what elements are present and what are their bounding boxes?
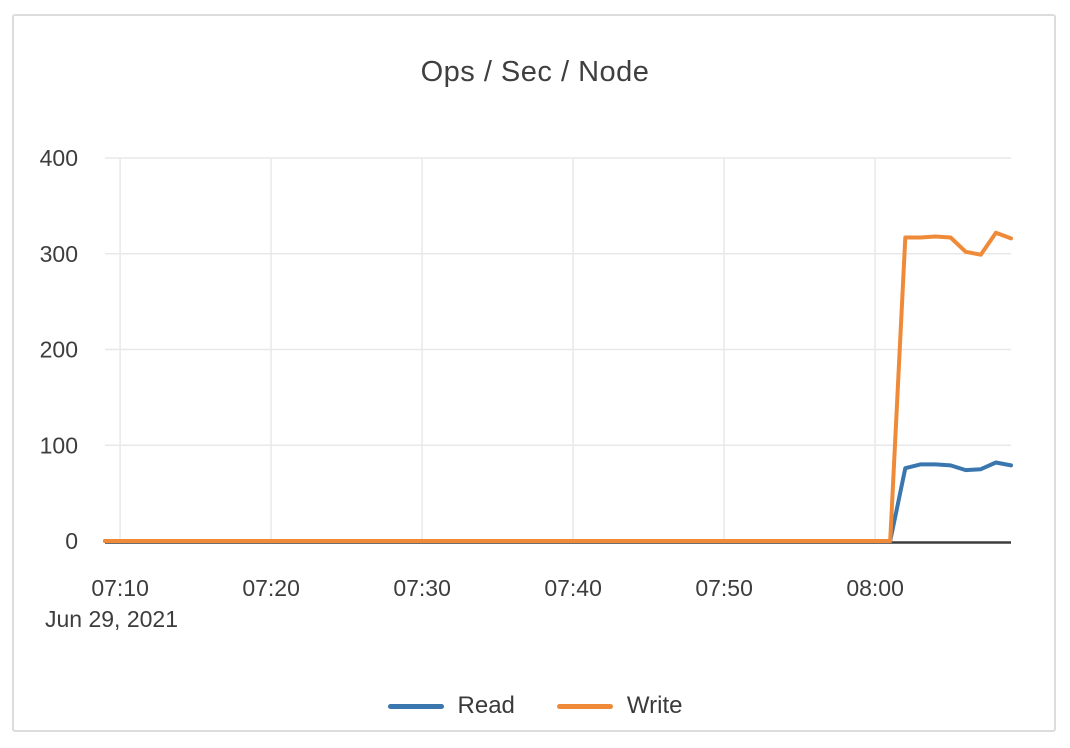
x-tick-label: 07:20 — [242, 575, 300, 601]
y-tick-label: 100 — [40, 432, 78, 458]
y-tick-label: 300 — [40, 241, 78, 267]
x-tick-label: 07:40 — [544, 575, 602, 601]
chart-title: Ops / Sec / Node — [420, 56, 650, 88]
legend-swatch-read — [387, 703, 444, 709]
legend-swatch-write — [556, 703, 613, 709]
legend-label-read: Read — [457, 692, 515, 719]
x-axis-date-label: Jun 29, 2021 — [45, 606, 179, 632]
x-tick-label: 08:00 — [846, 575, 904, 601]
legend-label-write: Write — [626, 692, 683, 719]
legend-item-read[interactable]: Read — [387, 692, 515, 720]
legend-item-write[interactable]: Write — [556, 692, 683, 720]
y-tick-label: 0 — [65, 528, 78, 554]
y-tick-label: 200 — [40, 337, 78, 363]
x-tick-label: 07:10 — [91, 575, 149, 601]
series-line-write — [103, 230, 1013, 543]
x-tick-label: 07:50 — [695, 575, 753, 601]
chart-card — [12, 14, 1056, 732]
y-tick-label: 400 — [40, 145, 78, 171]
x-tick-label: 07:30 — [393, 575, 451, 601]
chart-legend: Read Write — [0, 692, 1070, 720]
